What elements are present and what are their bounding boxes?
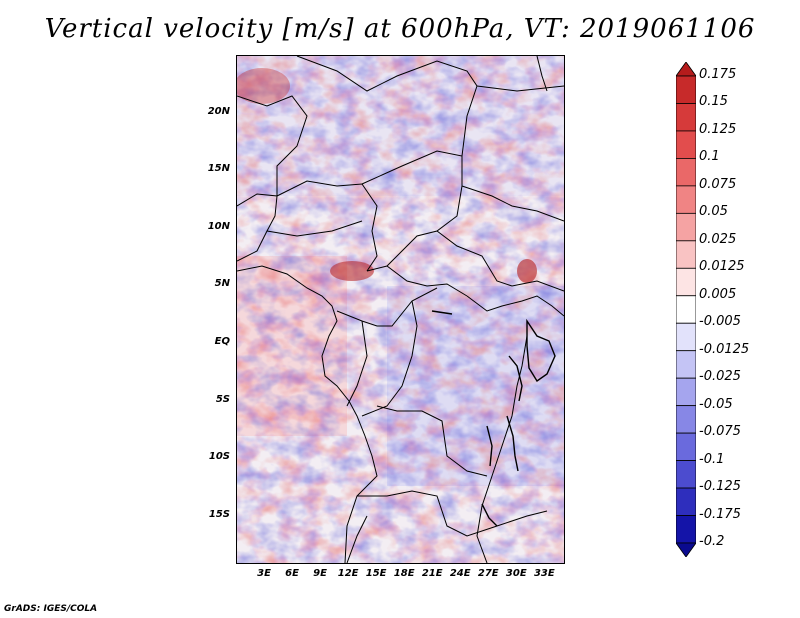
colorbar-swatch [676, 62, 696, 77]
colorbar-swatch [676, 130, 696, 159]
lat-tick-label: 10S [208, 451, 230, 463]
colorbar-swatch [676, 542, 696, 557]
lat-tick-label: 20N [207, 105, 230, 117]
lat-tick-label: EQ [214, 336, 230, 348]
velocity-field [237, 56, 564, 563]
colorbar-label: 0.125 [699, 121, 737, 137]
colorbar-swatch [676, 185, 696, 214]
colorbar-swatch [676, 295, 696, 324]
lat-tick-label: 5S [215, 393, 230, 405]
colorbar-label: 0.05 [699, 204, 728, 220]
colorbar-swatch [676, 350, 696, 379]
colorbar-label: -0.125 [699, 479, 741, 495]
map-panel [236, 55, 565, 564]
colorbar-label: -0.005 [699, 314, 741, 330]
lon-tick-label: 24E [449, 568, 471, 579]
lon-tick-label: 21E [421, 568, 443, 579]
lat-tick-label: 15S [208, 508, 230, 520]
colorbar-label: 0.175 [699, 67, 737, 82]
colorbar-swatch [676, 405, 696, 434]
colorbar-swatch [676, 267, 696, 297]
colorbar-swatch [676, 240, 696, 269]
colorbar-label: -0.075 [699, 424, 741, 440]
colorbar [676, 62, 696, 557]
colorbar-label: -0.025 [699, 369, 741, 385]
lat-tick-label: 10N [207, 220, 230, 232]
colorbar-swatch [676, 75, 696, 104]
lat-tick-label: 5N [214, 278, 230, 290]
lon-tick-label: 27E [477, 568, 499, 579]
lon-tick-label: 9E [313, 568, 327, 579]
lon-tick-label: 6E [285, 568, 299, 579]
lon-tick-label: 15E [365, 568, 387, 579]
colorbar-swatch [676, 487, 696, 516]
lon-tick-label: 12E [337, 568, 359, 579]
lon-tick-label: 30E [505, 568, 527, 579]
coastline-west [237, 265, 378, 563]
colorbar-swatch [676, 103, 696, 132]
colorbar-label: -0.05 [699, 396, 733, 412]
colorbar-swatch [676, 158, 696, 187]
colorbar-swatch [676, 432, 696, 461]
colorbar-label: -0.0125 [699, 341, 750, 357]
colorbar-label: -0.2 [699, 534, 725, 549]
colorbar-label: 0.0125 [699, 259, 745, 275]
colorbar-label: 0.075 [699, 176, 737, 192]
colorbar-swatch [676, 460, 696, 489]
colorbar-label: 0.1 [699, 149, 720, 165]
colorbar-swatch [676, 212, 696, 242]
colorbar-label: 0.15 [699, 94, 728, 110]
map-title: Vertical velocity [m/s] at 600hPa, VT: 2… [44, 14, 756, 44]
colorbar-label: 0.005 [699, 286, 737, 302]
colorbar-label: 0.025 [699, 231, 737, 247]
colorbar-label: -0.1 [699, 451, 725, 467]
colorbar-swatch [676, 377, 696, 407]
lon-tick-label: 3E [257, 568, 271, 579]
colorbar-swatch [676, 322, 696, 352]
lon-tick-label: 18E [393, 568, 415, 579]
colorbar-label: -0.175 [699, 506, 741, 522]
colorbar-swatch [676, 515, 696, 544]
credit-text: GrADS: IGES/COLA [4, 604, 98, 614]
lon-tick-label: 33E [533, 568, 555, 579]
lat-tick-label: 15N [207, 163, 230, 175]
